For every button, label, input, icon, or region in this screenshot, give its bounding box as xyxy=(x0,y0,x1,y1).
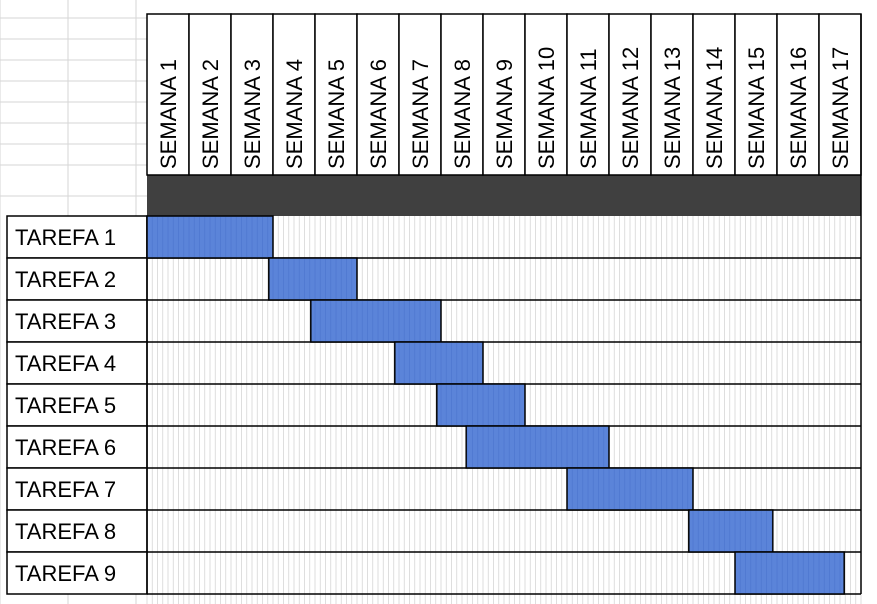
task-bar xyxy=(268,257,358,301)
task-label-cell xyxy=(6,551,148,595)
week-label: SEMANA 14 xyxy=(702,47,727,169)
week-label: SEMANA 2 xyxy=(198,59,223,169)
task-label-cell xyxy=(6,299,148,343)
week-header-cell xyxy=(776,13,820,176)
week-header-cell xyxy=(188,13,232,176)
task-bar xyxy=(688,509,774,553)
header-band xyxy=(147,175,861,216)
week-label: SEMANA 12 xyxy=(618,47,643,169)
week-label: SEMANA 10 xyxy=(534,47,559,169)
task-bar xyxy=(310,299,442,343)
task-label: TAREFA 4 xyxy=(15,351,116,376)
task-label-cell xyxy=(6,383,148,427)
task-label-cell xyxy=(6,509,148,553)
task-label-cell xyxy=(6,257,148,301)
task-label: TAREFA 1 xyxy=(15,225,116,250)
task-label-cell xyxy=(6,341,148,385)
task-label: TAREFA 6 xyxy=(15,435,116,460)
task-label: TAREFA 8 xyxy=(15,519,116,544)
week-header-cell xyxy=(230,13,274,176)
task-label-cell xyxy=(6,467,148,511)
week-label: SEMANA 1 xyxy=(156,59,181,169)
task-bar xyxy=(734,551,845,595)
week-header-cell xyxy=(482,13,526,176)
week-header-cell xyxy=(692,13,736,176)
week-label: SEMANA 16 xyxy=(786,47,811,169)
task-label: TAREFA 2 xyxy=(15,267,116,292)
week-label: SEMANA 5 xyxy=(324,59,349,169)
task-label: TAREFA 9 xyxy=(15,561,116,586)
week-label: SEMANA 15 xyxy=(744,47,769,169)
week-header-cell xyxy=(818,13,862,176)
week-label: SEMANA 17 xyxy=(828,47,853,169)
week-header-cell xyxy=(314,13,358,176)
week-header-cell xyxy=(524,13,568,176)
week-header-cell xyxy=(356,13,400,176)
task-bar xyxy=(465,425,610,469)
week-label: SEMANA 8 xyxy=(450,59,475,169)
week-label: SEMANA 3 xyxy=(240,59,265,169)
week-header-cell xyxy=(608,13,652,176)
week-label: SEMANA 7 xyxy=(408,59,433,169)
week-label: SEMANA 9 xyxy=(492,59,517,169)
task-label: TAREFA 7 xyxy=(15,477,116,502)
week-header-cell xyxy=(566,13,610,176)
week-header-cell xyxy=(440,13,484,176)
task-bar xyxy=(436,383,526,427)
task-label: TAREFA 3 xyxy=(15,309,116,334)
week-label: SEMANA 4 xyxy=(282,59,307,169)
task-label: TAREFA 5 xyxy=(15,393,116,418)
week-label: SEMANA 6 xyxy=(366,59,391,169)
week-label: SEMANA 13 xyxy=(660,47,685,169)
task-label-cell xyxy=(6,425,148,469)
task-bar xyxy=(394,341,484,385)
week-header-cell xyxy=(146,13,190,176)
week-label: SEMANA 11 xyxy=(576,48,601,169)
